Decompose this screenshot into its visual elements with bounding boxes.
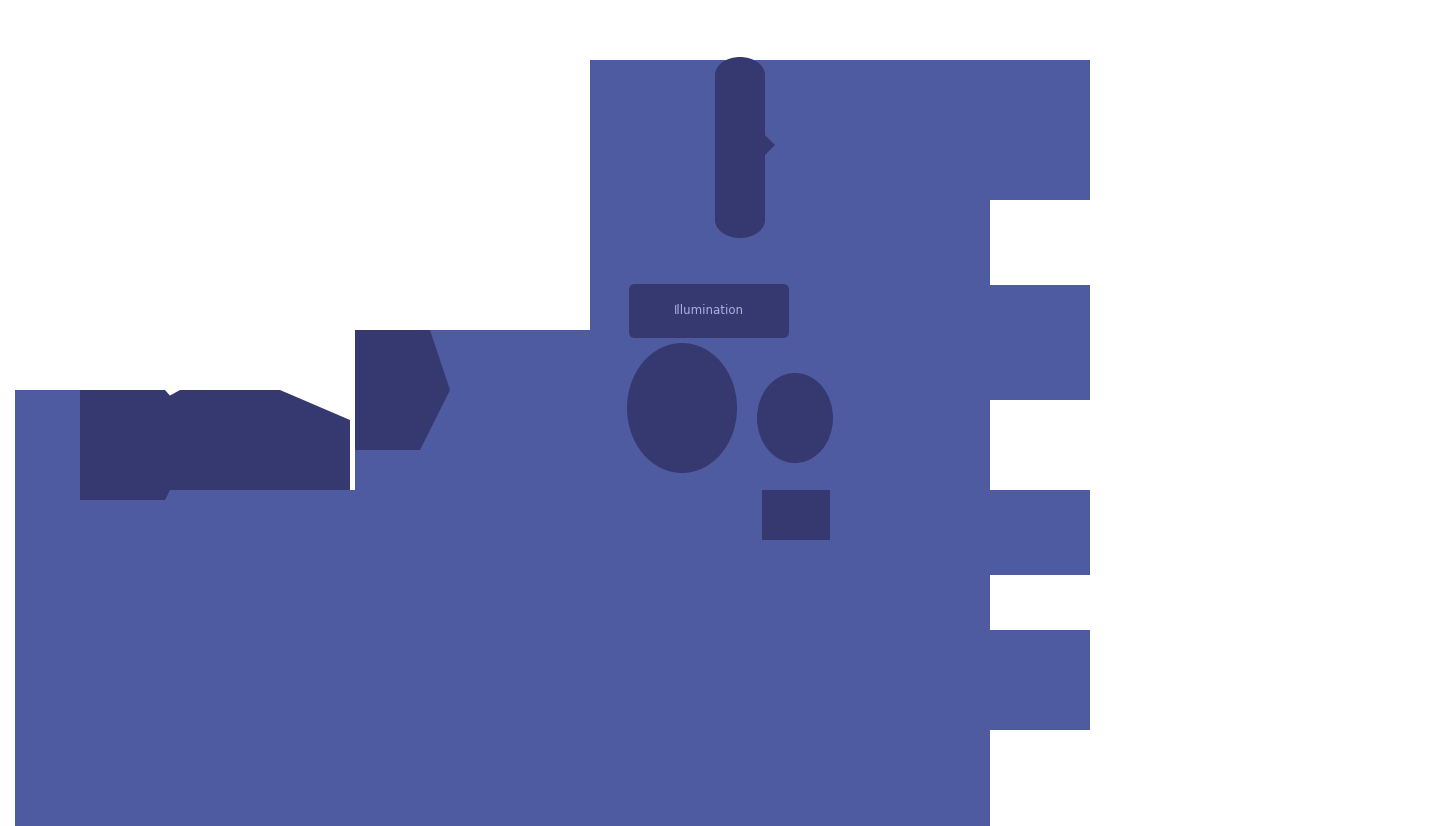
Polygon shape xyxy=(355,330,990,490)
FancyBboxPatch shape xyxy=(629,284,789,338)
Polygon shape xyxy=(715,75,764,220)
Bar xyxy=(761,285,1091,400)
Polygon shape xyxy=(80,390,199,500)
Bar xyxy=(761,490,1091,575)
Polygon shape xyxy=(756,125,775,165)
Ellipse shape xyxy=(715,202,764,238)
Ellipse shape xyxy=(628,343,737,473)
Ellipse shape xyxy=(715,57,764,93)
Polygon shape xyxy=(355,330,450,450)
Polygon shape xyxy=(761,490,830,540)
Text: Illumination: Illumination xyxy=(674,305,744,317)
Polygon shape xyxy=(590,60,990,330)
Ellipse shape xyxy=(757,373,833,463)
Polygon shape xyxy=(15,490,990,826)
Bar xyxy=(761,60,1091,200)
Polygon shape xyxy=(90,390,349,490)
Polygon shape xyxy=(15,390,90,490)
Bar xyxy=(761,630,1091,730)
